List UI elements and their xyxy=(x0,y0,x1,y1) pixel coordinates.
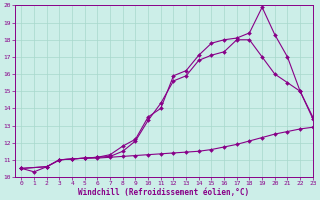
X-axis label: Windchill (Refroidissement éolien,°C): Windchill (Refroidissement éolien,°C) xyxy=(78,188,250,197)
